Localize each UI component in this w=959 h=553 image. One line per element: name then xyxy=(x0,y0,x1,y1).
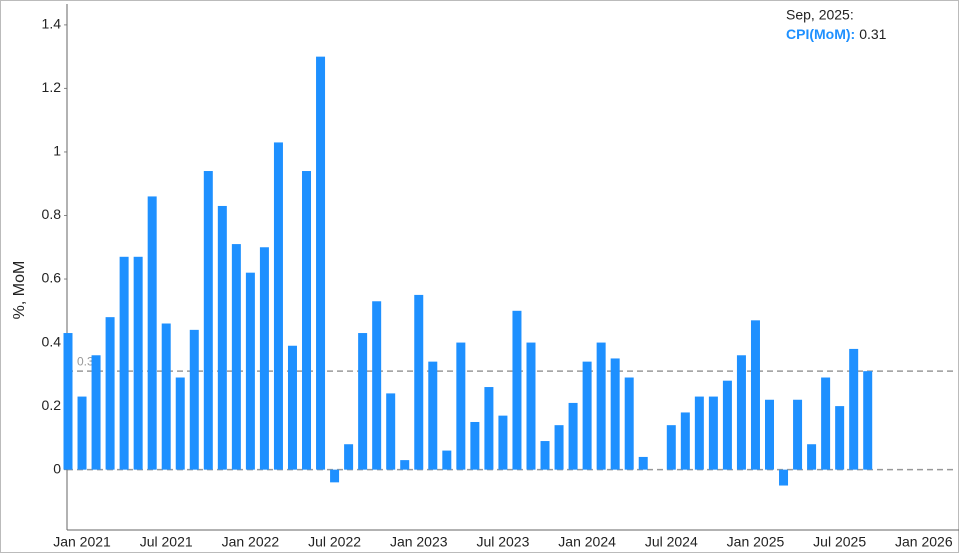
x-tick-label: Jul 2023 xyxy=(476,534,529,550)
bar xyxy=(821,377,831,470)
bar xyxy=(708,396,718,470)
bar xyxy=(596,342,606,470)
bar xyxy=(316,56,326,470)
tooltip-name: CPI(MoM): xyxy=(786,26,855,42)
x-tick-label: Jul 2025 xyxy=(813,534,866,550)
bar xyxy=(161,323,171,470)
bar xyxy=(680,412,690,470)
bar xyxy=(849,348,859,470)
bar xyxy=(793,399,803,470)
bar xyxy=(807,444,817,470)
bar xyxy=(189,329,199,470)
bar xyxy=(119,256,129,470)
bar xyxy=(358,333,368,470)
bar xyxy=(203,171,213,470)
x-tick-label: Jan 2022 xyxy=(222,534,280,550)
y-tick-label: 0.6 xyxy=(42,270,62,286)
tooltip-line: CPI(MoM): 0.31 xyxy=(786,26,887,42)
bar xyxy=(554,425,564,470)
bar xyxy=(330,469,340,483)
bar xyxy=(287,345,297,470)
tooltip-value: 0.31 xyxy=(859,26,886,42)
bar xyxy=(484,387,494,470)
y-tick-label: 0.8 xyxy=(42,206,62,222)
x-tick-label: Jan 2026 xyxy=(895,534,953,550)
bar xyxy=(470,421,480,470)
x-tick-label: Jul 2021 xyxy=(140,534,193,550)
bar xyxy=(217,205,227,470)
bar xyxy=(526,342,536,470)
bar xyxy=(77,396,87,470)
bar xyxy=(835,406,845,470)
bar xyxy=(779,469,789,486)
y-tick-label: 1.4 xyxy=(42,16,62,32)
bar xyxy=(722,380,732,470)
bar xyxy=(765,399,774,470)
bar xyxy=(175,377,185,470)
bar xyxy=(694,396,704,470)
bar xyxy=(302,171,312,470)
bar xyxy=(736,355,746,470)
x-tick-label: Jul 2022 xyxy=(308,534,361,550)
y-tick-label: 1 xyxy=(53,143,61,159)
bar xyxy=(638,456,648,470)
bar xyxy=(414,294,424,470)
bar xyxy=(624,377,634,470)
bar xyxy=(442,450,452,470)
bar xyxy=(666,425,676,470)
bar xyxy=(245,272,255,470)
bar xyxy=(231,244,241,470)
y-tick-label: 1.2 xyxy=(42,79,62,95)
bar xyxy=(386,393,396,470)
bar xyxy=(750,320,760,470)
bar xyxy=(400,460,410,470)
bar xyxy=(498,415,508,470)
bar xyxy=(863,371,873,470)
y-axis-title: %, MoM xyxy=(11,261,28,320)
x-tick-label: Jan 2023 xyxy=(390,534,448,550)
x-tick-label: Jul 2024 xyxy=(645,534,698,550)
bar xyxy=(344,444,354,470)
y-tick-label: 0.4 xyxy=(42,333,62,349)
y-tick-label: 0.2 xyxy=(42,397,62,413)
x-tick-label: Jan 2021 xyxy=(53,534,111,550)
bar xyxy=(105,317,115,470)
bar xyxy=(582,361,592,470)
y-tick-label: 0 xyxy=(53,460,61,476)
tooltip-title: Sep, 2025: xyxy=(786,7,854,23)
x-tick-label: Jan 2024 xyxy=(558,534,616,550)
bar xyxy=(372,301,382,470)
bar xyxy=(133,256,143,470)
tooltip: Sep, 2025: CPI(MoM): 0.31 xyxy=(786,7,887,42)
bar xyxy=(63,333,73,470)
bar xyxy=(456,342,466,470)
bar xyxy=(610,358,620,470)
bar xyxy=(512,310,522,470)
bar xyxy=(428,361,438,470)
bar xyxy=(259,247,269,470)
bar xyxy=(147,196,157,470)
bar xyxy=(540,441,550,470)
bar xyxy=(273,142,283,470)
x-tick-label: Jan 2025 xyxy=(727,534,785,550)
bar xyxy=(568,402,578,470)
bar xyxy=(91,355,101,470)
